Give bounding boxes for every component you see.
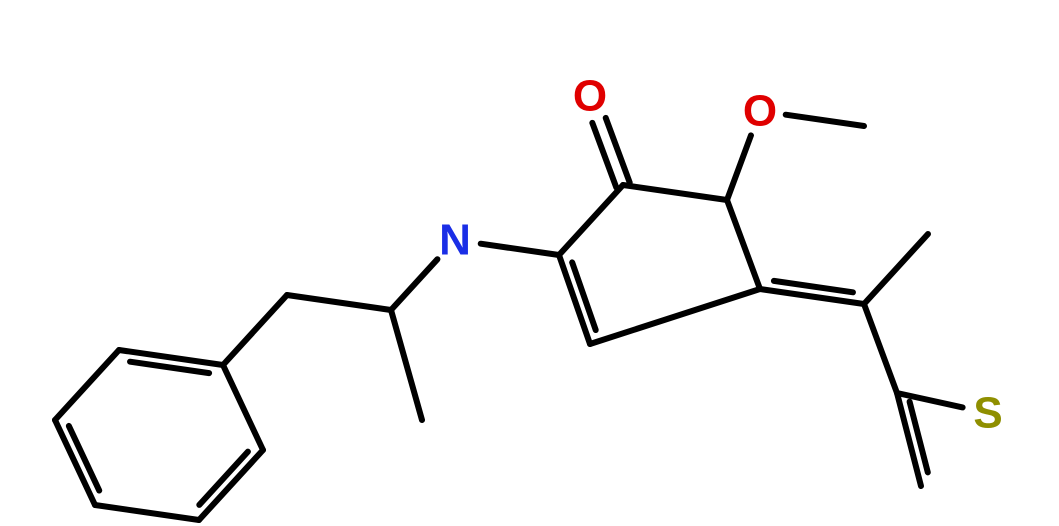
bond [199,450,263,520]
bond [727,200,760,289]
bond [391,259,437,310]
bond [786,115,864,126]
bond [897,393,963,407]
bond [727,135,751,200]
bond [481,244,559,255]
bond [95,505,199,520]
atom-label-N: N [439,216,471,265]
bond [623,185,727,200]
bond [223,365,263,450]
atom-label-S: S [973,389,1002,438]
atom-label-O: O [573,72,607,121]
bond [864,304,897,393]
bond [391,310,422,420]
bond [287,295,391,310]
bond [590,289,760,344]
bond [223,295,287,365]
bond [55,350,119,420]
bond [864,234,928,304]
atom-label-O: O [743,87,777,136]
bond [559,185,623,255]
molecule-diagram: N O O S [0,0,1059,526]
